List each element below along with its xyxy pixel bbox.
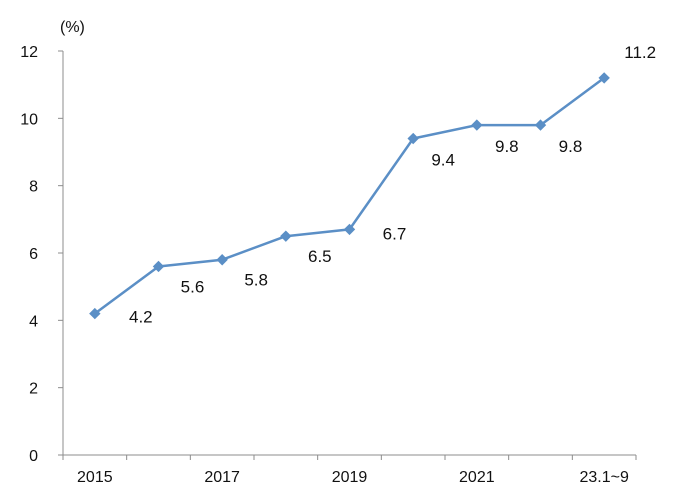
y-tick-label: 8: [29, 179, 38, 196]
data-point-marker: [89, 307, 101, 320]
data-label: 6.5: [308, 247, 332, 266]
data-label: 9.8: [559, 137, 583, 156]
y-tick-label: 2: [29, 381, 38, 398]
series-line: [94, 76, 605, 315]
data-point-marker: [598, 72, 610, 84]
y-tick-label: 6: [29, 246, 38, 263]
data-point-marker: [471, 119, 483, 131]
x-tick-label: 2021: [459, 469, 495, 486]
data-label: 9.8: [495, 137, 519, 156]
data-point-marker: [534, 119, 547, 131]
data-point-marker: [343, 223, 356, 236]
data-point-marker: [152, 260, 165, 273]
x-tick-label: 2019: [332, 469, 368, 486]
y-tick-label: 0: [29, 448, 38, 465]
y-tick-label: 12: [20, 44, 38, 61]
y-tick-label: 4: [29, 313, 38, 330]
data-label: 5.6: [181, 277, 205, 296]
x-tick-labels: 2015 2017 2019 2021 23.1~9: [77, 469, 629, 486]
data-labels: 4.2 5.6 5.8 6.5 6.7 9.4 9.8 9.8 11.2: [129, 43, 656, 327]
data-point-marker: [407, 132, 419, 145]
data-label: 6.7: [383, 224, 407, 243]
data-label: 4.2: [129, 308, 153, 327]
data-point-marker: [216, 254, 228, 266]
y-tick-label: 10: [20, 111, 38, 128]
data-label: 5.8: [244, 271, 268, 290]
axes: [58, 50, 637, 460]
data-point-marker: [280, 230, 292, 242]
x-tick-label: 2017: [204, 469, 240, 486]
data-label: 9.4: [431, 151, 455, 170]
series-group: [89, 72, 610, 320]
x-tick-label: 23.1~9: [579, 469, 628, 486]
data-label: 11.2: [624, 43, 656, 62]
y-tick-labels: 0 2 4 6 8 10 12: [20, 44, 38, 465]
y-unit-label: (%): [60, 19, 85, 36]
x-tick-label: 2015: [77, 469, 113, 486]
